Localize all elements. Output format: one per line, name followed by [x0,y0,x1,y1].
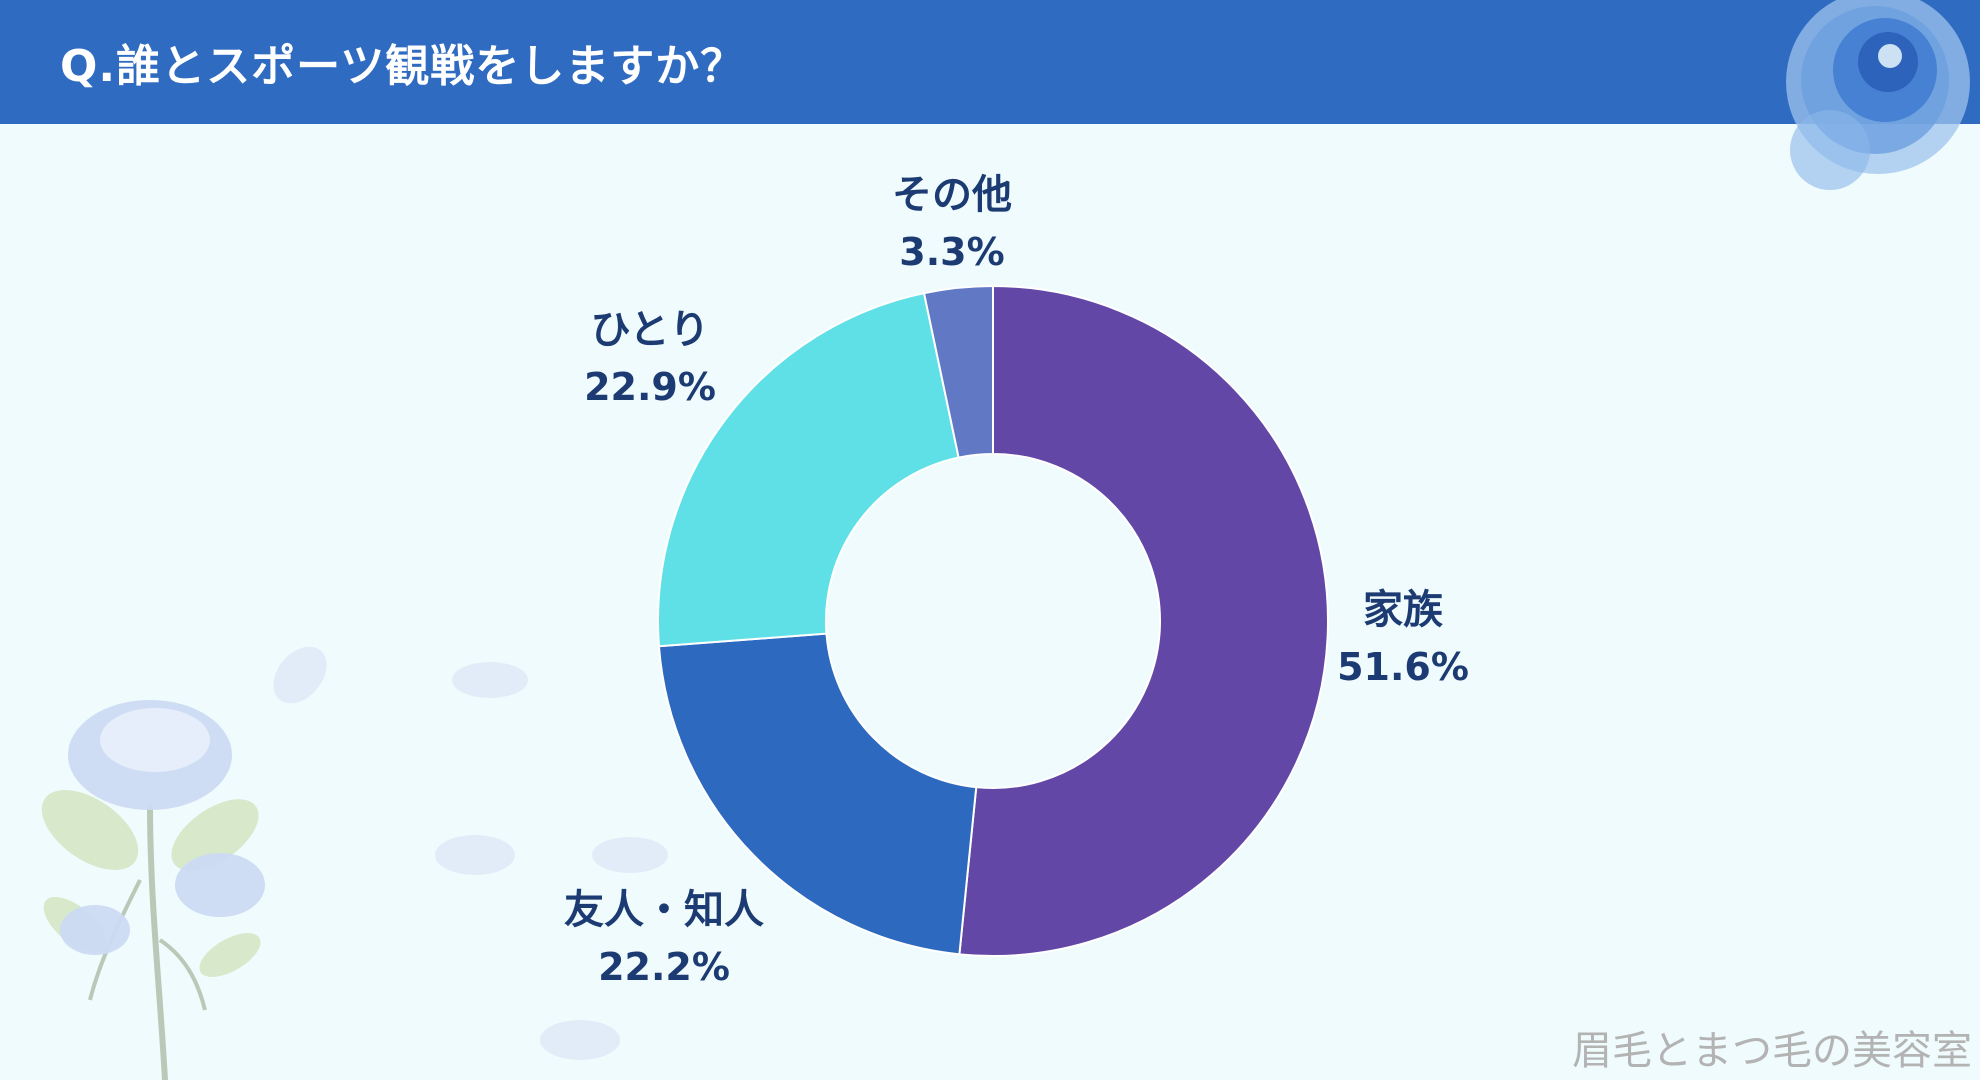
rose-top-right-decoration [1786,0,1970,190]
rose-bottom-left-decoration [41,646,668,1080]
label-alone-value: 22.9% [584,365,716,409]
label-friends-value: 22.2% [598,945,730,989]
label-family-value: 51.6% [1337,645,1469,689]
donut-labels: 家族 51.6% 友人・知人 22.2% ひとり 22.9% その他 3.3% [564,172,1469,989]
label-alone-name: ひとり [591,307,710,353]
slice-other [922,284,994,459]
slice-family [958,284,1329,957]
label-other-value: 3.3% [899,230,1004,274]
slice-alone [657,291,960,648]
donut-slices [657,284,1329,957]
label-friends-name: 友人・知人 [564,887,764,933]
label-other-name: その他 [892,172,1012,218]
watermark-text: 眉毛とまつ毛の美容室 [1572,1028,1972,1074]
slice-friends [657,632,978,956]
page-title: Q.誰とスポーツ観戦をしますか？ [60,41,746,92]
label-family-name: 家族 [1363,587,1443,633]
header-bar: Q.誰とスポーツ観戦をしますか？ [0,0,1980,124]
